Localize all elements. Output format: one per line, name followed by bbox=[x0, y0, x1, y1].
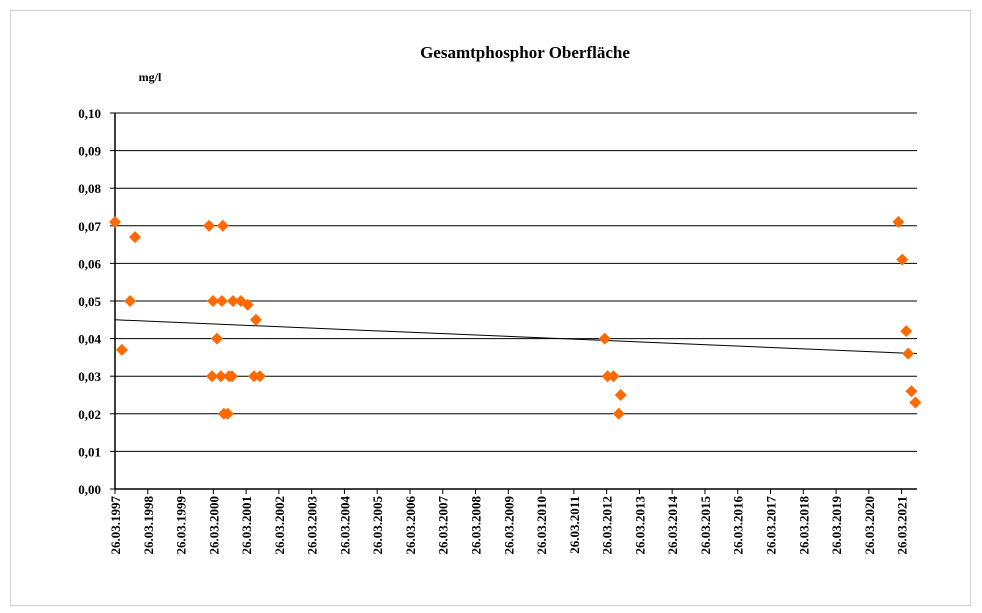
x-tick-label: 26.03.2008 bbox=[469, 496, 484, 555]
chart-title: Gesamtphosphor Oberfläche bbox=[420, 43, 630, 62]
data-point bbox=[902, 347, 915, 360]
x-tick-label: 26.03.2004 bbox=[337, 496, 352, 555]
y-tick-label: 0,00 bbox=[78, 482, 101, 497]
data-point bbox=[214, 370, 227, 383]
x-tick-label: 26.03.1997 bbox=[108, 496, 123, 555]
y-tick-label: 0,03 bbox=[78, 369, 101, 384]
y-tick-label: 0,01 bbox=[78, 444, 101, 459]
x-tick-label: 26.03.2006 bbox=[403, 496, 418, 555]
y-tick-label: 0,09 bbox=[78, 144, 101, 159]
x-tick-label: 26.03.1998 bbox=[141, 496, 156, 555]
data-point bbox=[892, 216, 905, 229]
x-tick-label: 26.03.2018 bbox=[796, 496, 811, 555]
data-point bbox=[241, 298, 254, 311]
x-tick-label: 26.03.2020 bbox=[862, 496, 877, 555]
x-tick-label: 26.03.2001 bbox=[239, 496, 254, 555]
data-point bbox=[206, 370, 219, 383]
data-point bbox=[607, 370, 620, 383]
data-point bbox=[206, 295, 219, 307]
data-point bbox=[612, 407, 625, 420]
data-point bbox=[109, 216, 121, 229]
x-tick-label: 26.03.2007 bbox=[436, 496, 451, 555]
data-point bbox=[215, 295, 228, 307]
trendline bbox=[114, 319, 918, 355]
x-tick-label: 26.03.2016 bbox=[731, 496, 746, 555]
x-tick-label: 26.03.2009 bbox=[501, 496, 516, 555]
x-tick-label: 26.03.2005 bbox=[370, 496, 385, 555]
data-point bbox=[124, 295, 137, 307]
x-tick-label: 26.03.2012 bbox=[600, 496, 615, 555]
x-tick-label: 26.03.2013 bbox=[632, 496, 647, 555]
data-point bbox=[905, 385, 918, 398]
data-point bbox=[221, 407, 234, 420]
y-tick-label: 0,08 bbox=[78, 181, 101, 196]
y-axis-label: mg/l bbox=[139, 70, 162, 84]
y-tick-label: 0,07 bbox=[78, 219, 101, 234]
x-tick-label: 26.03.2021 bbox=[895, 496, 910, 555]
x-tick-label: 26.03.2017 bbox=[763, 496, 778, 555]
x-tick-label: 26.03.2003 bbox=[305, 496, 320, 555]
x-tick-label: 26.03.2015 bbox=[698, 496, 713, 555]
data-point bbox=[249, 313, 262, 326]
x-tick-label: 26.03.2011 bbox=[567, 496, 582, 554]
data-point bbox=[909, 396, 922, 409]
x-tick-label: 26.03.1999 bbox=[174, 496, 189, 555]
y-tick-label: 0,05 bbox=[78, 294, 101, 309]
y-tick-label: 0,06 bbox=[78, 256, 101, 271]
data-point bbox=[210, 332, 223, 345]
data-point bbox=[216, 219, 229, 232]
x-tick-label: 26.03.2002 bbox=[272, 496, 287, 555]
data-point bbox=[614, 389, 627, 401]
data-point bbox=[598, 332, 611, 345]
data-point bbox=[253, 370, 266, 383]
data-point bbox=[226, 370, 239, 383]
data-point bbox=[900, 325, 913, 338]
x-tick-label: 26.03.2019 bbox=[829, 496, 844, 555]
chart-frame bbox=[10, 10, 971, 606]
data-point bbox=[896, 253, 909, 266]
data-point bbox=[115, 343, 128, 356]
x-tick-label: 26.03.2014 bbox=[665, 496, 680, 555]
data-point bbox=[226, 295, 239, 307]
data-point bbox=[203, 219, 216, 232]
y-tick-label: 0,04 bbox=[78, 332, 101, 347]
x-tick-label: 26.03.2010 bbox=[534, 496, 549, 555]
x-tick-label: 26.03.2000 bbox=[206, 496, 221, 555]
data-point bbox=[128, 231, 141, 244]
y-tick-label: 0,02 bbox=[78, 407, 101, 422]
y-tick-label: 0,10 bbox=[78, 106, 101, 121]
